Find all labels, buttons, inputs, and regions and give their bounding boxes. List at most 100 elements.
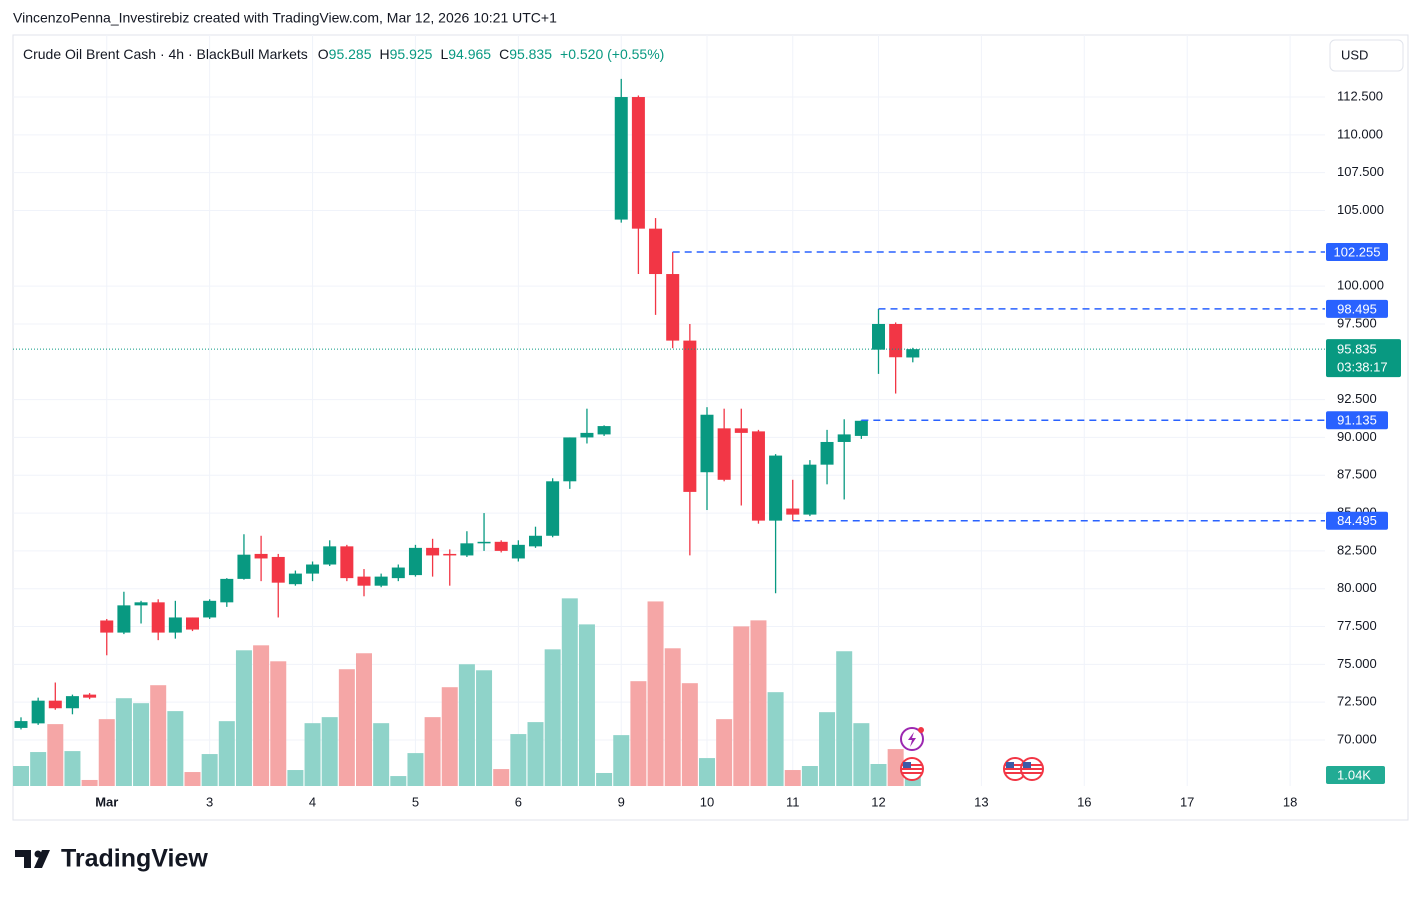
volume-bar [407,753,424,786]
volume-bar [819,712,836,786]
candle-body [906,349,920,358]
candle-body [614,97,628,220]
volume-bar [235,650,252,786]
last-price-bg [1326,339,1401,378]
ohlc-letter: L [440,46,448,62]
volume-bar [270,661,287,786]
logo-dot [34,850,42,858]
volume-bar [699,758,715,786]
candle-body [889,323,903,358]
volume-bar [853,723,870,786]
volume-bar [476,670,493,786]
volume-bar [373,723,390,786]
event-glyph [908,732,916,747]
level-label: 91.135 [1337,413,1377,428]
y-tick-label: 107.500 [1337,164,1384,179]
y-tick-label: 72.500 [1337,694,1377,709]
y-tick-label: 82.500 [1337,542,1377,557]
candle-body [65,696,79,709]
level-label-bg [1326,411,1388,430]
y-tick-label: 92.500 [1337,391,1377,406]
volume-bar [836,651,853,786]
candle-body [786,508,800,515]
volume-bar [133,703,150,786]
y-tick-label: 97.500 [1337,315,1377,330]
volume-bar [167,711,184,786]
candle-body [168,617,182,633]
volume-bar [716,719,733,786]
currency-button[interactable] [1329,39,1404,72]
chart-frame [12,34,1409,821]
candle-body [426,547,440,556]
attribution: VincenzoPenna_Investirebiz created with … [13,10,557,26]
candle-body [203,600,217,618]
candle-body [769,455,783,521]
candle-body [117,605,131,633]
y-tick-label: 75.000 [1337,656,1377,671]
candle-body [220,578,234,603]
y-tick-label: 112.500 [1337,88,1383,103]
currency[interactable]: USD [1341,47,1368,62]
y-tick-label: 100.000 [1337,278,1384,293]
candle-body [717,428,731,480]
volume-bar [81,779,98,786]
volume-bar [561,598,578,786]
candle-body [700,414,714,473]
x-tick-label: Mar [95,794,118,809]
brand-name: TradingView [61,845,208,873]
volume-bar [98,719,115,786]
candle-body [460,543,474,556]
volume-bar [321,717,338,786]
y-tick-label: 70.000 [1337,731,1377,746]
grid [13,35,1325,786]
flag-icon[interactable] [1020,757,1044,781]
volume-label: 1.04K [1337,767,1371,782]
volume-bar [613,735,630,786]
volume-bar [287,770,304,786]
flag-icon[interactable] [900,757,924,781]
countdown: 03:38:17 [1337,360,1388,375]
volume-bar [630,681,647,786]
candle-body [306,564,320,574]
volume-bar [441,687,458,786]
candle-body [83,694,97,698]
candle-body [14,721,28,728]
candle-body [100,620,114,633]
candle-body [837,434,851,442]
volume-bar [784,770,801,786]
candle-body [546,481,560,536]
volume-bar [767,692,784,786]
volume-bar [510,734,527,786]
overlay-layer: 70.00072.50075.00077.50080.00082.50085.0… [13,88,1401,809]
volume-bar [218,721,235,786]
candle-body [271,556,285,583]
volume-bar [64,751,81,786]
logo-mark [15,850,50,868]
volume-bar [801,766,818,786]
candle-body [666,274,680,341]
y-tick-label: 77.500 [1337,618,1377,633]
candle-body [511,544,525,559]
candle-body [48,700,62,709]
candle-body [340,546,354,579]
candle-body [563,437,577,482]
candle-body [649,228,663,275]
y-tick-label: 90.000 [1337,429,1377,444]
flag-canton [1006,762,1014,768]
ohlc-value: 95.285 [329,46,372,62]
volume-bar [47,724,64,786]
x-tick-label: 17 [1180,794,1194,809]
volume-bar [647,601,664,786]
volume-bar [493,769,510,786]
candle-body [288,573,302,585]
header: Crude Oil Brent Cash · 4h · BlackBull Ma… [23,46,664,62]
candle-body [31,700,45,724]
volume-bar [458,664,475,786]
level-label: 102.255 [1334,244,1381,259]
candle-body [186,617,199,630]
candle-body [580,432,594,438]
volume-bar [578,624,595,786]
candle-body [734,428,748,433]
candle-body [374,576,388,586]
